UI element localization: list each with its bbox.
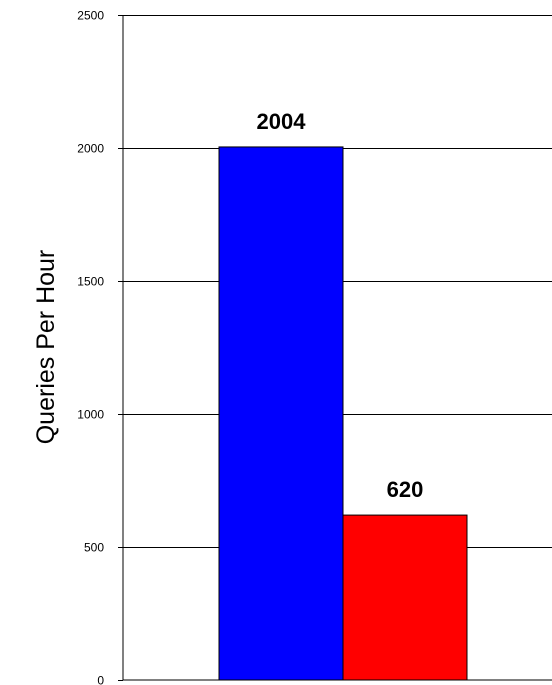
y-tick-label: 1000 [77,408,104,422]
bar-value-label: 620 [387,477,424,502]
y-axis-ticks: 0 500 1000 1500 2000 2500 [77,9,123,685]
y-tick-label: 1500 [77,275,104,289]
bars [218,146,468,681]
bar-value-label: 2004 [257,109,307,134]
y-tick-label: 500 [84,541,104,555]
data-labels: 2004 620 [257,109,424,502]
y-tick-label: 0 [97,674,104,685]
bar [218,146,344,681]
bar [342,514,468,681]
y-tick-label: 2000 [77,142,104,156]
y-tick-label: 2500 [77,9,104,23]
y-axis-label: Queries Per Hour [32,250,60,445]
